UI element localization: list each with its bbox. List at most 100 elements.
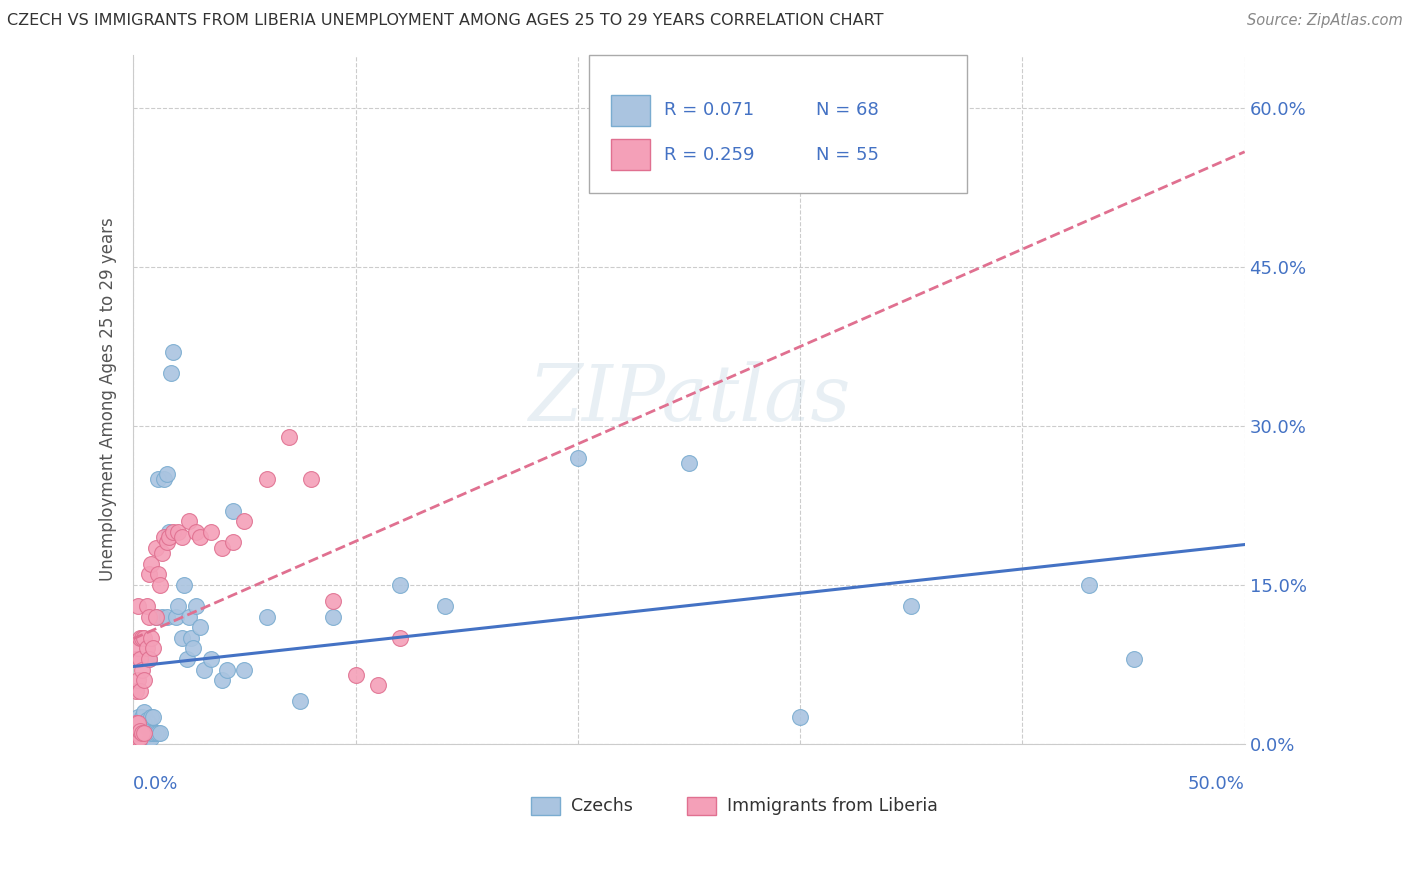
Point xyxy=(124,652,146,666)
Point xyxy=(129,683,152,698)
Point xyxy=(156,467,179,481)
Point xyxy=(129,652,152,666)
Point xyxy=(135,714,157,728)
Point xyxy=(142,710,165,724)
Y-axis label: Unemployment Among Ages 25 to 29 years: Unemployment Among Ages 25 to 29 years xyxy=(100,218,117,582)
Point xyxy=(900,599,922,613)
Point xyxy=(124,715,146,730)
Point xyxy=(127,715,149,730)
Point xyxy=(177,514,200,528)
Point xyxy=(433,599,456,613)
Point xyxy=(211,673,233,688)
Point xyxy=(389,631,412,645)
Point xyxy=(1078,578,1101,592)
Point xyxy=(127,673,149,688)
Point xyxy=(124,731,146,746)
Point xyxy=(129,715,152,730)
Point xyxy=(288,694,311,708)
Point xyxy=(127,641,149,656)
FancyBboxPatch shape xyxy=(531,797,560,814)
Point xyxy=(129,726,152,740)
Point xyxy=(156,609,179,624)
Point xyxy=(131,663,153,677)
Point xyxy=(233,514,256,528)
Point xyxy=(150,546,173,560)
Point xyxy=(188,620,211,634)
Text: 0.0%: 0.0% xyxy=(134,775,179,793)
Text: N = 55: N = 55 xyxy=(817,146,879,164)
Text: Immigrants from Liberia: Immigrants from Liberia xyxy=(727,797,938,814)
Point xyxy=(184,599,207,613)
Point xyxy=(135,641,157,656)
Point xyxy=(215,663,238,677)
Point xyxy=(131,631,153,645)
Point xyxy=(184,524,207,539)
Point xyxy=(173,578,195,592)
Point xyxy=(134,726,156,740)
FancyBboxPatch shape xyxy=(589,55,967,193)
Point xyxy=(138,731,160,746)
Point xyxy=(127,599,149,613)
Point xyxy=(131,710,153,724)
Point xyxy=(277,429,299,443)
Point xyxy=(139,726,162,740)
Point xyxy=(153,530,176,544)
Point xyxy=(172,530,194,544)
Text: Czechs: Czechs xyxy=(571,797,633,814)
Point xyxy=(222,535,245,549)
Point xyxy=(367,678,389,692)
Text: 50.0%: 50.0% xyxy=(1188,775,1244,793)
Text: Source: ZipAtlas.com: Source: ZipAtlas.com xyxy=(1247,13,1403,29)
Point xyxy=(176,652,198,666)
Point xyxy=(138,567,160,582)
FancyBboxPatch shape xyxy=(612,95,650,126)
Point xyxy=(160,366,183,380)
Point xyxy=(149,578,172,592)
Point xyxy=(256,609,278,624)
Point xyxy=(211,541,233,555)
Point xyxy=(135,599,157,613)
Point xyxy=(166,599,188,613)
Point xyxy=(145,609,167,624)
Point xyxy=(129,731,152,746)
Point xyxy=(124,726,146,740)
Point xyxy=(177,609,200,624)
Point xyxy=(165,609,187,624)
Point xyxy=(145,726,167,740)
Point xyxy=(322,609,344,624)
Point xyxy=(138,652,160,666)
Point xyxy=(142,726,165,740)
Point xyxy=(789,710,811,724)
Point xyxy=(222,504,245,518)
FancyBboxPatch shape xyxy=(686,797,716,814)
Point xyxy=(131,726,153,740)
Point xyxy=(138,609,160,624)
Point xyxy=(193,663,215,677)
Point xyxy=(129,631,152,645)
Point xyxy=(299,472,322,486)
Point xyxy=(145,609,167,624)
Point xyxy=(153,472,176,486)
Point xyxy=(134,715,156,730)
Point xyxy=(256,472,278,486)
Point xyxy=(157,524,180,539)
Point xyxy=(127,721,149,735)
Point xyxy=(146,567,169,582)
Point xyxy=(678,456,700,470)
Point xyxy=(146,726,169,740)
Point xyxy=(127,731,149,746)
Point xyxy=(134,705,156,719)
Point xyxy=(134,631,156,645)
Point xyxy=(134,726,156,740)
Point xyxy=(127,710,149,724)
Point xyxy=(139,631,162,645)
Point xyxy=(124,683,146,698)
Point xyxy=(138,726,160,740)
Point xyxy=(139,557,162,571)
Point xyxy=(172,631,194,645)
Point xyxy=(389,578,412,592)
Point xyxy=(162,524,184,539)
Point xyxy=(344,668,367,682)
Point xyxy=(127,731,149,746)
Point xyxy=(142,641,165,656)
